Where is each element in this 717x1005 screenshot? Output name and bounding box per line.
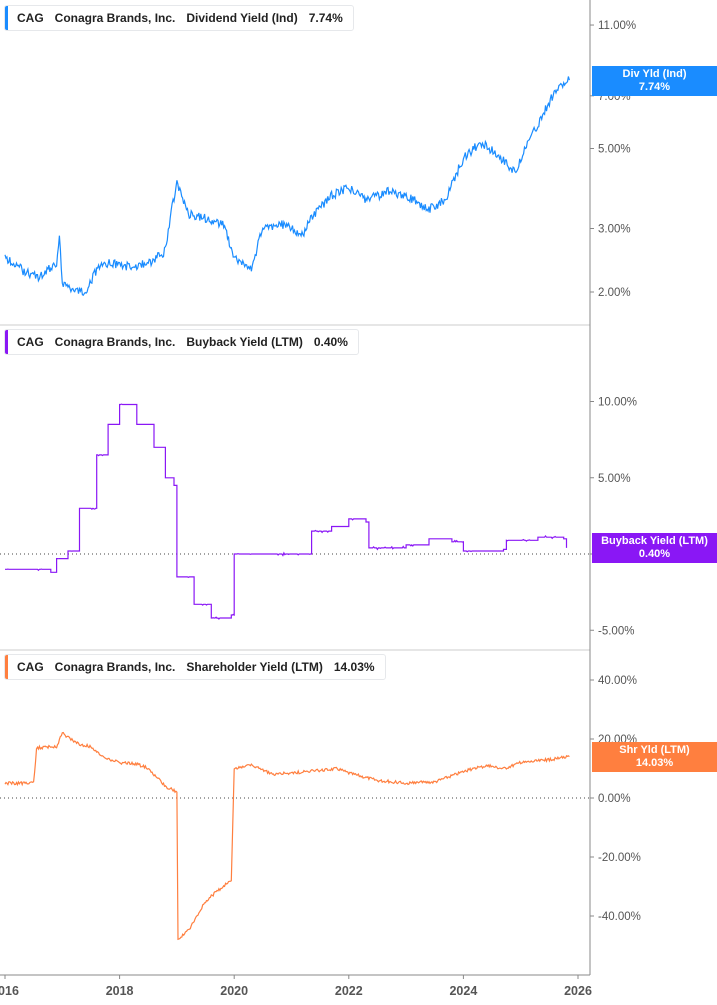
legend-shareholder-yield: CAG Conagra Brands, Inc. Shareholder Yield… bbox=[4, 654, 386, 680]
x-tick-label: 2018 bbox=[106, 984, 134, 998]
y-tick-label: 11.00% bbox=[598, 20, 636, 32]
badge-buyback-yield: Buyback Yield (LTM) 0.40% bbox=[592, 533, 717, 563]
y-tick-label: 3.00% bbox=[598, 224, 631, 236]
y-tick-label: 5.00% bbox=[598, 473, 631, 485]
badge-shareholder-yield: Shr Yld (LTM) 14.03% bbox=[592, 742, 717, 772]
y-tick-label: 10.00% bbox=[598, 397, 637, 409]
y-tick-label: 5.00% bbox=[598, 144, 631, 156]
series-line-2 bbox=[5, 403, 568, 620]
legend-buyback-yield: CAG Conagra Brands, Inc. Buyback Yield (LT… bbox=[4, 329, 359, 355]
x-tick-label: 2020 bbox=[220, 984, 248, 998]
x-tick-label: 2024 bbox=[449, 984, 477, 998]
series-line-3 bbox=[4, 731, 570, 941]
x-tick-label: 2022 bbox=[335, 984, 363, 998]
badge-dividend-yield: Div Yld (Ind) 7.74% bbox=[592, 66, 717, 96]
series-line-1 bbox=[4, 76, 570, 297]
y-tick-label: 0.00% bbox=[598, 793, 631, 805]
x-tick-label: 2026 bbox=[564, 984, 592, 998]
y-tick-label: 40.00% bbox=[598, 675, 637, 687]
y-tick-label: -5.00% bbox=[598, 625, 634, 637]
y-tick-label: 2.00% bbox=[598, 287, 631, 299]
y-tick-label: -40.00% bbox=[598, 911, 641, 923]
legend-dividend-yield: CAG Conagra Brands, Inc. Dividend Yield (I… bbox=[4, 5, 354, 31]
y-tick-label: -20.00% bbox=[598, 852, 641, 864]
x-tick-label: 2016 bbox=[0, 984, 19, 998]
